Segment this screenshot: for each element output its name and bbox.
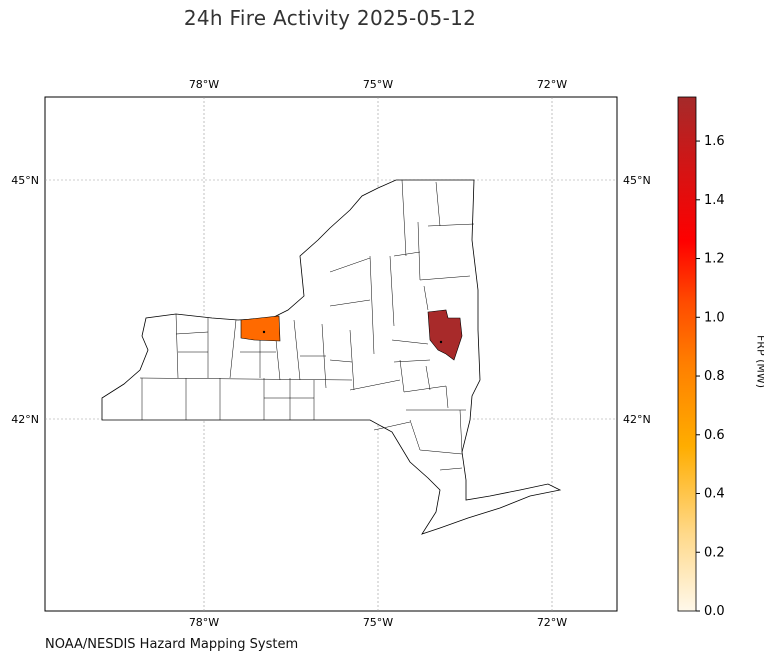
lon-label-bottom-1: 78°W bbox=[189, 616, 219, 629]
lon-label-top-1: 78°W bbox=[189, 78, 219, 91]
lat-label-left-2: 42°N bbox=[11, 413, 39, 426]
colorbar-tick-label: 1.4 bbox=[704, 193, 725, 208]
colorbar-tick-label: 0.8 bbox=[704, 369, 725, 384]
map-title: 24h Fire Activity 2025-05-12 bbox=[183, 6, 477, 30]
lon-label-top-3: 72°W bbox=[537, 78, 567, 91]
fire-county-west bbox=[240, 315, 281, 342]
colorbar-tick-label: 0.2 bbox=[704, 545, 725, 560]
fire-county-east bbox=[427, 309, 463, 361]
county-boundaries bbox=[139, 179, 475, 471]
colorbar bbox=[677, 96, 697, 612]
colorbar-tick-label: 1.2 bbox=[704, 252, 725, 267]
colorbar-tick-label: 0.0 bbox=[704, 604, 725, 619]
lon-label-top-2: 75°W bbox=[363, 78, 393, 91]
colorbar-tick-label: 1.6 bbox=[704, 134, 725, 149]
lat-label-right-2: 42°N bbox=[623, 413, 651, 426]
data-source: NOAA/NESDIS Hazard Mapping System bbox=[45, 637, 299, 652]
lon-label-bottom-3: 72°W bbox=[537, 616, 567, 629]
colorbar-label: FRP (MW) bbox=[754, 334, 764, 389]
fire-point-east bbox=[439, 340, 443, 344]
state-outline bbox=[101, 179, 562, 535]
colorbar-tick-label: 1.0 bbox=[704, 310, 725, 325]
fire-point-west bbox=[262, 330, 266, 334]
lat-label-left-1: 45°N bbox=[11, 174, 39, 187]
lat-label-right-1: 45°N bbox=[623, 174, 651, 187]
colorbar-tick-label: 0.6 bbox=[704, 428, 725, 443]
colorbar-tick-label: 0.4 bbox=[704, 487, 725, 502]
lon-label-bottom-2: 75°W bbox=[363, 616, 393, 629]
new-york-state bbox=[101, 179, 562, 535]
colorbar-ticks: 0.0 0.2 0.4 0.6 0.8 1.0 1.2 1.4 1.6 bbox=[696, 134, 725, 619]
